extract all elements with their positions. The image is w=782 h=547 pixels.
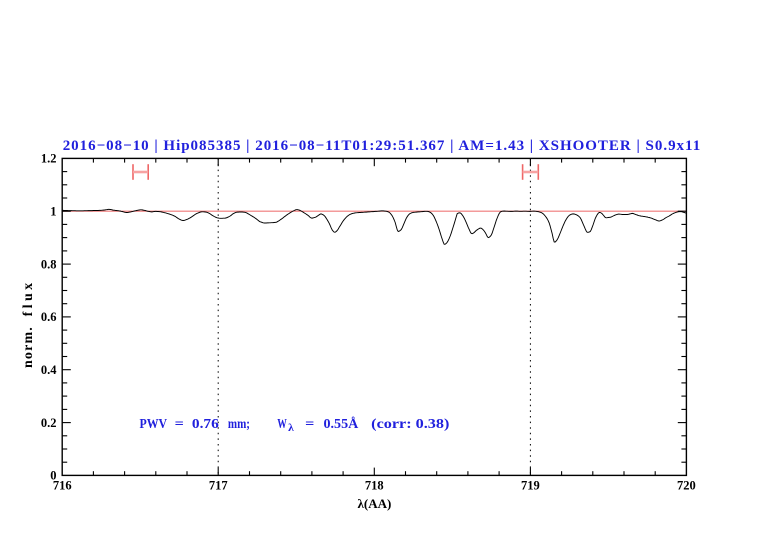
svg-text:λ: λ xyxy=(288,422,294,434)
svg-text:=: = xyxy=(175,417,184,432)
svg-text:717: 717 xyxy=(209,479,228,493)
svg-text:1.2: 1.2 xyxy=(41,152,57,166)
svg-text:0: 0 xyxy=(50,469,56,483)
svg-text:0.55Å: 0.55Å xyxy=(324,416,360,432)
svg-text:λ(AA): λ(AA) xyxy=(357,496,391,511)
svg-text:W: W xyxy=(277,417,287,432)
svg-text:1: 1 xyxy=(50,204,56,218)
svg-text:0.8: 0.8 xyxy=(41,257,57,271)
svg-text:PWV: PWV xyxy=(140,417,168,432)
svg-text:718: 718 xyxy=(365,479,384,493)
svg-text:716: 716 xyxy=(53,479,72,493)
svg-text:719: 719 xyxy=(521,479,540,493)
svg-text:(corr: 0.38): (corr: 0.38) xyxy=(371,417,450,432)
svg-text:2016−08−10 | Hip085385 | 2016−: 2016−08−10 | Hip085385 | 2016−08−11T01:2… xyxy=(63,138,700,154)
svg-text:720: 720 xyxy=(677,479,696,493)
svg-text:0.76: 0.76 xyxy=(192,417,219,432)
svg-text:norm.: norm. xyxy=(21,327,36,368)
svg-text:0.2: 0.2 xyxy=(41,416,57,430)
svg-text:0.6: 0.6 xyxy=(41,310,57,324)
svg-text:=: = xyxy=(305,417,314,432)
svg-text:mm;: mm; xyxy=(228,417,250,432)
svg-text:0.4: 0.4 xyxy=(41,363,57,377)
